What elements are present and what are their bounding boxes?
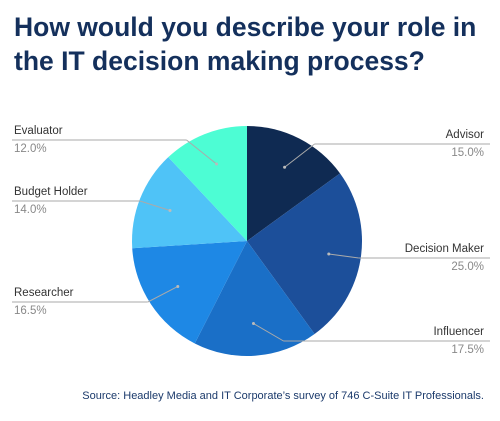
slice-value: 14.0% (14, 204, 47, 216)
pie-slice (132, 157, 247, 249)
slice-value: 25.0% (451, 261, 484, 273)
slice-label: Evaluator (14, 125, 63, 137)
slice-value: 17.5% (451, 344, 484, 356)
slice-label: Advisor (446, 129, 485, 141)
pie-slice (132, 241, 247, 344)
leader-line (186, 139, 217, 165)
slice-label: Influencer (433, 326, 484, 338)
leader-dot (215, 162, 219, 166)
leader-line (253, 323, 284, 342)
leader-line (147, 286, 179, 303)
leader-dot (327, 252, 331, 256)
chart-title: How would you describe your role in the … (14, 12, 477, 76)
leader-dot (168, 209, 172, 213)
slice-label: Decision Maker (405, 243, 484, 255)
source-note: Source: Headley Media and IT Corporate’s… (82, 390, 484, 402)
leader-line (328, 253, 359, 259)
pie-slice (168, 126, 247, 241)
slice-value: 15.0% (451, 147, 484, 159)
pie-slice (247, 126, 341, 241)
slice-value: 16.5% (14, 305, 47, 317)
slice-label: Budget Holder (14, 186, 88, 198)
leader-dot (251, 322, 255, 326)
leader-line (284, 143, 315, 168)
pie-slice (247, 173, 362, 335)
leader-line (139, 200, 171, 211)
leader-dot (176, 284, 180, 288)
leader-dot (283, 165, 287, 169)
pie-slice (194, 241, 315, 356)
slice-label: Researcher (14, 287, 74, 299)
slice-value: 12.0% (14, 143, 47, 155)
